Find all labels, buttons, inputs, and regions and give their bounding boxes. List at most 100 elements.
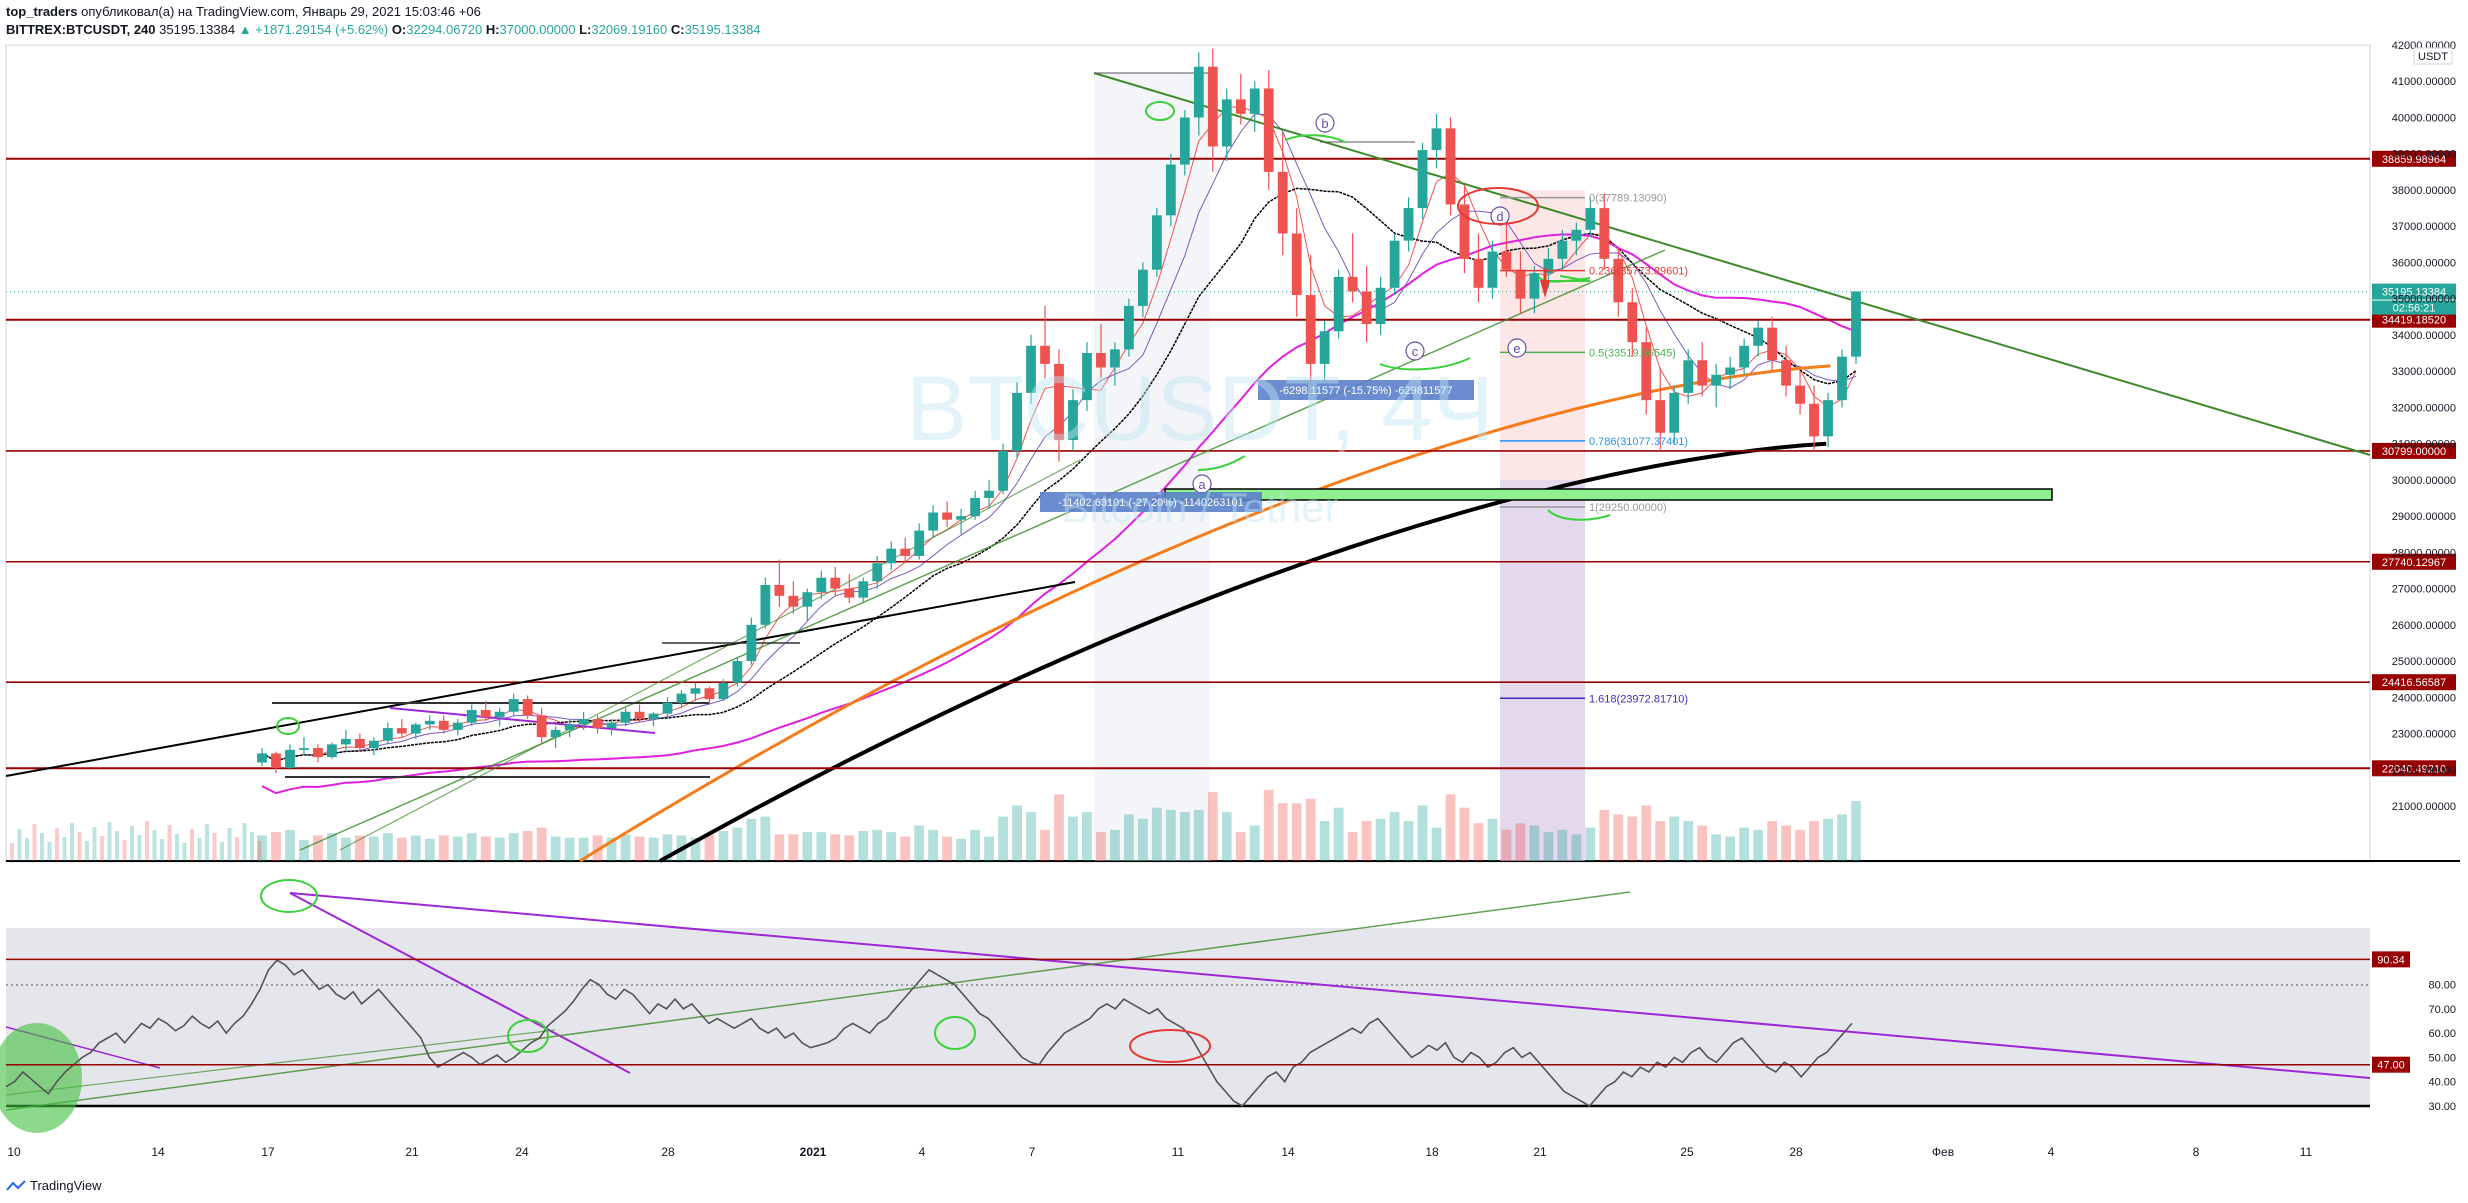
volume-bar — [1012, 805, 1022, 861]
candle-body — [1711, 374, 1722, 386]
volume-bar — [1403, 821, 1414, 861]
candle-body — [1627, 302, 1638, 343]
trendline-green-ascending-2[interactable] — [339, 459, 1081, 851]
price-tick-label: 22000.00000 — [2392, 765, 2456, 777]
candle-body — [1795, 385, 1805, 404]
trend-lines[interactable] — [5, 72, 2371, 851]
candle-body — [1235, 99, 1246, 114]
rsi-level-tag: 90.34 — [2372, 951, 2410, 968]
volume-bar — [1165, 809, 1176, 861]
candle-body — [1515, 269, 1526, 299]
volume-bar — [1851, 801, 1861, 861]
candle-body — [1851, 291, 1861, 357]
candle-body — [760, 584, 771, 625]
candle-body — [578, 719, 589, 725]
volume-bar — [1697, 825, 1708, 861]
volume-bar — [190, 829, 194, 861]
trendline-purple-triangle[interactable] — [389, 707, 656, 734]
volume-bar — [802, 832, 813, 861]
annotations[interactable]: a b c d e -6298.11577 (-15.75%) -629811577 -11… — [260, 101, 1611, 1063]
volume-bar — [494, 837, 505, 861]
volume-bar — [40, 833, 44, 861]
volume-bar — [1529, 825, 1540, 861]
candle-body — [858, 581, 869, 598]
volume-bar — [197, 838, 202, 861]
green-swoosh — [1284, 134, 1346, 143]
level-tag-bg — [2372, 674, 2456, 691]
volume-bar — [844, 835, 855, 861]
candle-body — [1739, 345, 1750, 368]
candle-body — [592, 719, 603, 729]
candle-body — [564, 724, 575, 730]
author-name[interactable]: top_traders — [6, 4, 78, 19]
rsi-purple-trendline[interactable] — [289, 892, 2371, 1079]
candle-body — [1263, 88, 1274, 172]
candle-body — [550, 729, 561, 738]
level-tag: 27740.12967 — [2372, 553, 2456, 570]
time-axis[interactable]: 10 14 17 21 24 28 2021 4 7 11 14 18 21 25 28 Фев 4 8 11 — [7, 1145, 2312, 1159]
volume-bar — [47, 842, 52, 861]
candle-body — [508, 699, 519, 712]
candle-body — [830, 577, 841, 589]
fib-label: 0.5(33519.56545) — [1589, 347, 1676, 359]
rsi-tick-label: 50.00 — [2428, 1052, 2456, 1064]
candle-body — [341, 738, 351, 745]
volume-bar — [634, 836, 645, 861]
volume-bar — [257, 841, 262, 861]
volume-bar — [1515, 823, 1526, 861]
candle-body — [1151, 215, 1162, 270]
low-value: 32069.19160 — [591, 22, 668, 37]
volume-bar — [1026, 812, 1036, 861]
wave-circle — [1405, 341, 1425, 361]
rsi-level-tag-bg — [2372, 1056, 2410, 1073]
measure-box-text: -6298.11577 (-15.75%) -629811577 — [1279, 385, 1452, 397]
candle-body — [1781, 360, 1791, 386]
trendline-descending[interactable] — [1093, 72, 2371, 456]
volume-bar — [1543, 832, 1554, 861]
volume-bar — [970, 829, 980, 861]
price-tick-label: 28000.00000 — [2392, 547, 2456, 559]
candle-body — [1543, 258, 1554, 274]
volume-bar — [1711, 834, 1722, 861]
rsi-level-tag-bg — [2372, 951, 2410, 968]
rsi-green-circle — [934, 1016, 976, 1050]
price-axis[interactable]: 38859.98964 34419.18520 30799.00000 27740.1… — [2372, 40, 2456, 813]
volume-bar — [17, 829, 22, 861]
rsi-green-trendline-2[interactable] — [5, 1029, 556, 1096]
volume-bar — [122, 840, 127, 861]
rsi-green-trendline[interactable] — [5, 891, 1631, 1111]
volume-bar — [1459, 807, 1470, 861]
volume-bar — [250, 832, 254, 861]
volume-bar — [368, 836, 379, 861]
price-tick-label: 32000.00000 — [2392, 402, 2456, 414]
candle-body — [1529, 273, 1540, 299]
volume-bar — [137, 835, 142, 861]
tradingview-footer[interactable]: TradingView — [6, 1178, 102, 1193]
volume-bar — [928, 829, 939, 861]
candle-body — [1361, 291, 1372, 325]
price-tick-label: 34000.00000 — [2392, 330, 2456, 342]
rsi-purple-short-line[interactable] — [289, 892, 631, 1074]
volume-bar — [1375, 818, 1386, 861]
rsi-tick-label: 80.00 — [2428, 980, 2456, 992]
candle-body — [1669, 392, 1680, 433]
candle-body — [900, 548, 911, 556]
trendline-green-ascending[interactable] — [299, 249, 1666, 851]
wave-text: b — [1321, 116, 1328, 131]
volume-bar — [1767, 821, 1777, 861]
time-tick-label: 17 — [261, 1145, 275, 1159]
rsi-axis[interactable]: 90.34 47.00 30.00 40.00 50.00 60.00 70.00 80.00 — [6, 951, 2456, 1113]
fib-retracement[interactable]: 0(37789.13090) 0.236(35773.89601) 0.5(3351… — [1500, 193, 1688, 706]
wave-text: c — [1412, 344, 1419, 359]
volume-bar — [152, 830, 157, 861]
volume-bar — [480, 836, 491, 861]
time-tick-label: 4 — [919, 1145, 926, 1159]
trendline-black-ascending[interactable] — [5, 581, 1076, 777]
price-tick-label: 33000.00000 — [2392, 366, 2456, 378]
red-arrow-down — [1540, 280, 1550, 298]
measure-box-bg — [1258, 380, 1474, 400]
volume-bar — [100, 836, 104, 861]
footer-brand[interactable]: TradingView — [30, 1178, 102, 1193]
candle-body — [438, 720, 449, 730]
